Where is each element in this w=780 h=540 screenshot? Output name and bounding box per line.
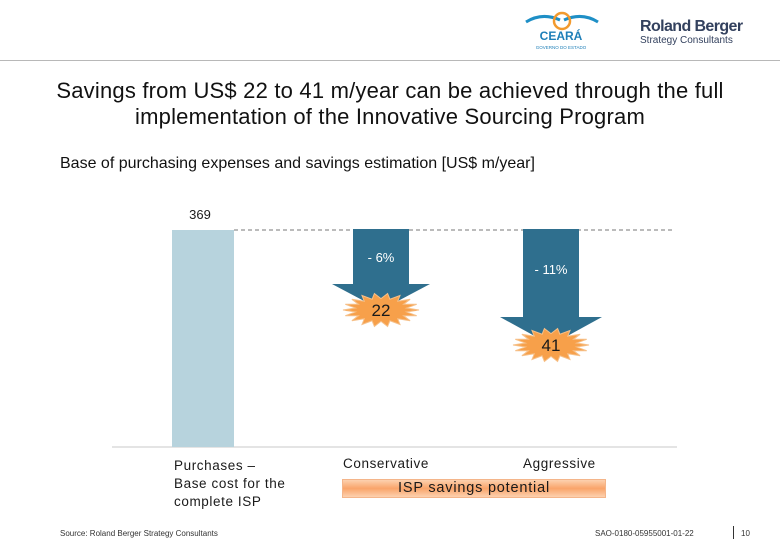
category-label-purchases-line-1: Purchases – xyxy=(174,458,256,473)
isp-savings-label: ISP savings potential xyxy=(398,480,550,496)
savings-burst-conservative xyxy=(342,292,420,328)
roland-berger-name: Roland Berger xyxy=(640,18,743,35)
footer-document-code: SAO-0180-05955001-01-22 xyxy=(595,529,694,538)
footer-page-number: 10 xyxy=(741,529,750,538)
ceara-logo-text: CEARÁ xyxy=(540,28,583,43)
chart-subtitle: Base of purchasing expenses and savings … xyxy=(60,155,535,172)
savings-percent-conservative: - 6% xyxy=(368,250,395,265)
page-title: Savings from US$ 22 to 41 m/year can be … xyxy=(56,78,724,129)
header-rule xyxy=(0,60,780,61)
isp-savings-band: ISP savings potential xyxy=(342,479,606,498)
category-label-conservative: Conservative xyxy=(343,456,429,471)
savings-value-aggressive: 41 xyxy=(542,336,561,355)
footer-separator xyxy=(733,526,734,539)
bar-value-label-purchases: 369 xyxy=(189,207,211,222)
savings-arrow-aggressive xyxy=(500,229,602,345)
ceara-logo: CEARÁ GOVERNO DO ESTADO xyxy=(525,11,599,50)
savings-percent-aggressive: - 11% xyxy=(535,262,568,277)
ceara-logo-subtext: GOVERNO DO ESTADO xyxy=(536,45,587,50)
category-label-aggressive: Aggressive xyxy=(523,456,596,471)
footer-source: Source: Roland Berger Strategy Consultan… xyxy=(60,529,218,538)
category-label-purchases: Purchases – Base cost for the complete I… xyxy=(174,457,286,511)
savings-burst-aggressive xyxy=(512,327,590,363)
roland-berger-logo: Roland Berger Strategy Consultants xyxy=(640,18,760,52)
savings-arrow-conservative xyxy=(332,229,430,310)
category-label-purchases-line-2: Base cost for the xyxy=(174,476,286,491)
bar-purchases-base-cost xyxy=(172,230,234,447)
roland-berger-tagline: Strategy Consultants xyxy=(640,35,733,46)
savings-value-conservative: 22 xyxy=(372,301,391,320)
category-label-purchases-line-3: complete ISP xyxy=(174,494,262,509)
